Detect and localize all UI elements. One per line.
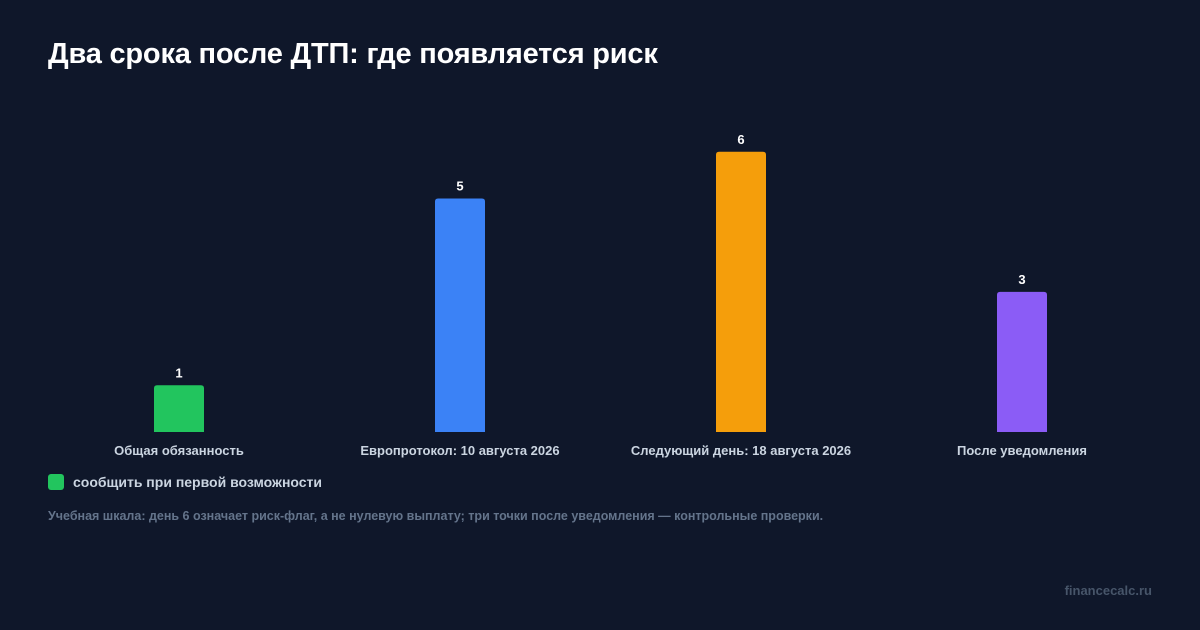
data-label: 5 [456, 179, 463, 194]
category-label: Европротокол: 10 августа 2026 [360, 443, 559, 458]
bar [154, 385, 204, 432]
bar-group: 6 Следующий день: 18 августа 2026 [631, 132, 851, 458]
footnote: Учебная шкала: день 6 означает риск-флаг… [48, 509, 824, 523]
bar [716, 151, 766, 433]
legend: сообщить при первой возможности [48, 474, 322, 490]
brand-watermark: financecalc.ru [1064, 583, 1152, 598]
category-label: Следующий день: 18 августа 2026 [631, 443, 851, 458]
bar-chart: 1 Общая обязанность 5 Европротокол: 10 авгу… [114, 132, 1087, 459]
category-label: Общая обязанность [114, 443, 244, 458]
chart-title: Два срока после ДТП: где появляется риск [48, 38, 658, 70]
bar-group: 5 Европротокол: 10 августа 2026 [360, 179, 559, 459]
data-label: 1 [175, 365, 182, 380]
bar-group: 1 Общая обязанность [114, 365, 244, 458]
legend-label: сообщить при первой возможности [73, 474, 323, 490]
category-label: После уведомления [957, 443, 1087, 458]
bar [997, 291, 1047, 432]
data-label: 6 [737, 132, 744, 147]
bar-group: 3 После уведомления [957, 272, 1087, 458]
data-label: 3 [1018, 272, 1025, 287]
legend-swatch [48, 474, 64, 490]
bar [435, 198, 485, 432]
